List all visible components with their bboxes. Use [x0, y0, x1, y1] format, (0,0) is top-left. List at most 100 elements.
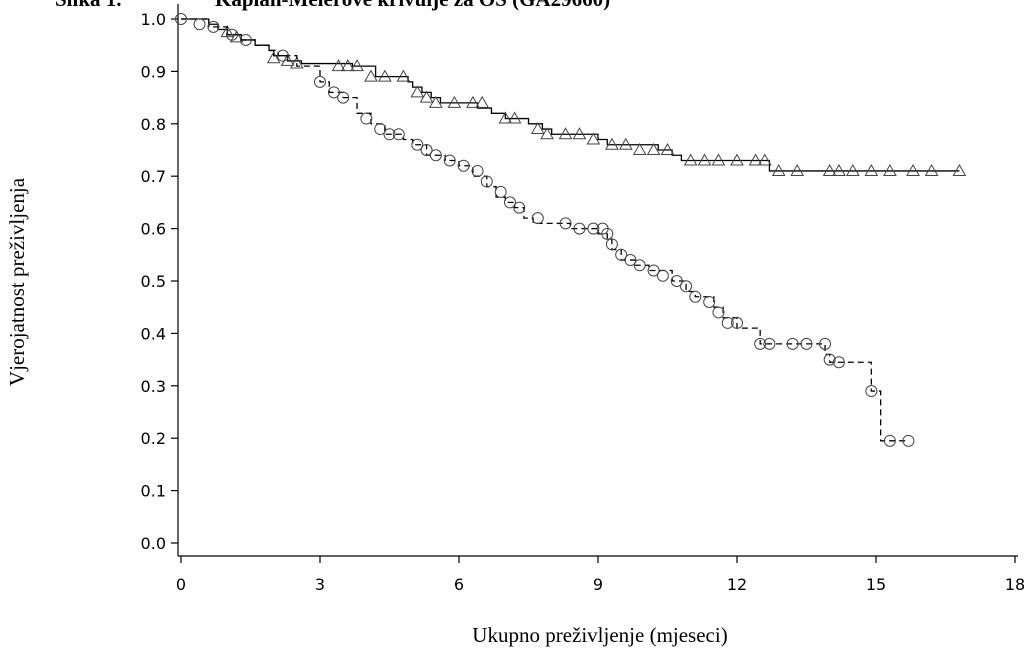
censor-marker-circle	[531, 212, 544, 225]
censor-marker-circle	[360, 112, 373, 125]
censor-marker-triangle	[697, 153, 712, 166]
censor-marker-circle	[225, 28, 238, 41]
x-tick-label: 6	[454, 575, 464, 594]
censor-marker-triangle	[757, 153, 772, 166]
censor-marker-triangle	[530, 122, 545, 135]
censor-marker-triangle	[475, 95, 490, 108]
censor-marker-triangle	[410, 85, 425, 98]
censor-marker-triangle	[832, 163, 846, 176]
censor-marker-circle	[383, 128, 396, 141]
censor-marker-triangle	[864, 163, 879, 176]
censor-marker-circle	[411, 138, 424, 151]
censor-marker-triangle	[266, 51, 281, 64]
series-1-step-line	[181, 18, 960, 172]
censor-marker-circle	[207, 20, 220, 33]
censor-marker-triangle	[428, 95, 443, 108]
censor-marker-circle	[689, 290, 702, 303]
censor-marker-circle	[883, 434, 896, 447]
censor-marker-circle	[605, 238, 618, 251]
censor-marker-triangle	[822, 163, 837, 176]
censor-marker-triangle	[378, 69, 392, 82]
censor-marker-triangle	[447, 95, 462, 108]
censor-marker-triangle	[683, 153, 698, 166]
censor-marker-triangle	[730, 153, 744, 166]
censor-marker-triangle	[906, 163, 920, 176]
censor-marker-circle	[902, 434, 915, 447]
censor-marker-circle	[471, 164, 484, 177]
censor-marker-triangle	[660, 142, 675, 155]
censor-marker-circle	[443, 154, 456, 167]
series-1	[181, 18, 967, 176]
censor-marker-triangle	[540, 127, 554, 140]
censor-marker-circle	[587, 222, 600, 235]
censor-marker-triangle	[507, 111, 522, 124]
censor-marker-circle	[392, 128, 405, 141]
censor-marker-triangle	[419, 90, 434, 103]
censor-marker-circle	[193, 18, 206, 31]
censor-marker-circle	[429, 149, 442, 162]
censor-marker-circle	[314, 75, 326, 88]
y-tick-label: 0.7	[141, 167, 166, 186]
x-tick-label: 18	[1005, 575, 1025, 594]
censor-marker-circle	[494, 185, 507, 198]
censor-marker-circle	[615, 248, 628, 261]
censor-marker-triangle	[331, 59, 346, 72]
censor-marker-circle	[800, 337, 813, 350]
censor-marker-triangle	[771, 163, 786, 176]
censor-marker-triangle	[572, 127, 587, 140]
series-2	[175, 13, 915, 447]
censor-marker-circle	[656, 269, 669, 282]
y-tick-label: 0.4	[141, 324, 166, 343]
censor-marker-triangle	[340, 59, 355, 72]
censor-marker-triangle	[618, 137, 633, 150]
censor-marker-circle	[480, 175, 493, 188]
censor-marker-circle	[503, 196, 516, 209]
censor-marker-triangle	[748, 153, 763, 166]
y-axis-label: Vjerojatnost preživljenja	[5, 177, 29, 386]
censor-marker-circle	[175, 13, 187, 25]
x-tick-label: 12	[727, 575, 747, 594]
censor-marker-triangle	[924, 163, 939, 176]
x-tick-label: 3	[315, 575, 325, 594]
axes	[177, 4, 1018, 557]
censor-marker-triangle	[229, 30, 244, 43]
censor-marker-circle	[374, 123, 387, 136]
censor-marker-triangle	[558, 127, 573, 140]
y-tick-label: 0.6	[141, 220, 166, 239]
censor-marker-circle	[601, 227, 614, 240]
censor-marker-circle	[239, 33, 252, 46]
x-tick-label: 15	[866, 575, 886, 594]
censor-marker-triangle	[364, 69, 378, 82]
censor-marker-circle	[633, 259, 646, 272]
x-tick-label: 9	[593, 575, 603, 594]
censor-marker-triangle	[289, 56, 304, 69]
censor-marker-circle	[721, 316, 734, 329]
censor-marker-triangle	[220, 25, 235, 38]
series-2-step-line	[181, 18, 909, 442]
y-tick-label: 0.3	[141, 377, 166, 396]
y-tick-label: 0.2	[141, 429, 166, 448]
y-tick-label: 0.0	[141, 534, 166, 553]
censor-marker-circle	[712, 306, 725, 319]
x-axis-label: Ukupno preživljenje (mjeseci)	[472, 623, 727, 647]
figure-label: Slika 1.	[55, 0, 122, 11]
censor-marker-circle	[337, 91, 350, 104]
censor-marker-circle	[327, 86, 340, 99]
censor-marker-triangle	[586, 132, 601, 145]
censor-marker-circle	[823, 353, 836, 366]
censor-marker-triangle	[883, 163, 897, 176]
censor-marker-circle	[624, 254, 637, 267]
censor-marker-triangle	[952, 163, 967, 176]
censor-marker-circle	[573, 222, 586, 235]
censor-marker-circle	[865, 385, 878, 398]
y-tick-label: 1.0	[141, 10, 166, 29]
censor-marker-triangle	[498, 111, 513, 124]
censor-marker-circle	[786, 337, 799, 350]
censor-marker-circle	[832, 356, 845, 369]
censor-marker-circle	[731, 316, 743, 329]
x-tick-label: 0	[176, 575, 186, 594]
censor-marker-triangle	[711, 153, 726, 166]
censor-marker-circle	[763, 337, 776, 350]
y-tick-label: 0.1	[141, 482, 166, 501]
